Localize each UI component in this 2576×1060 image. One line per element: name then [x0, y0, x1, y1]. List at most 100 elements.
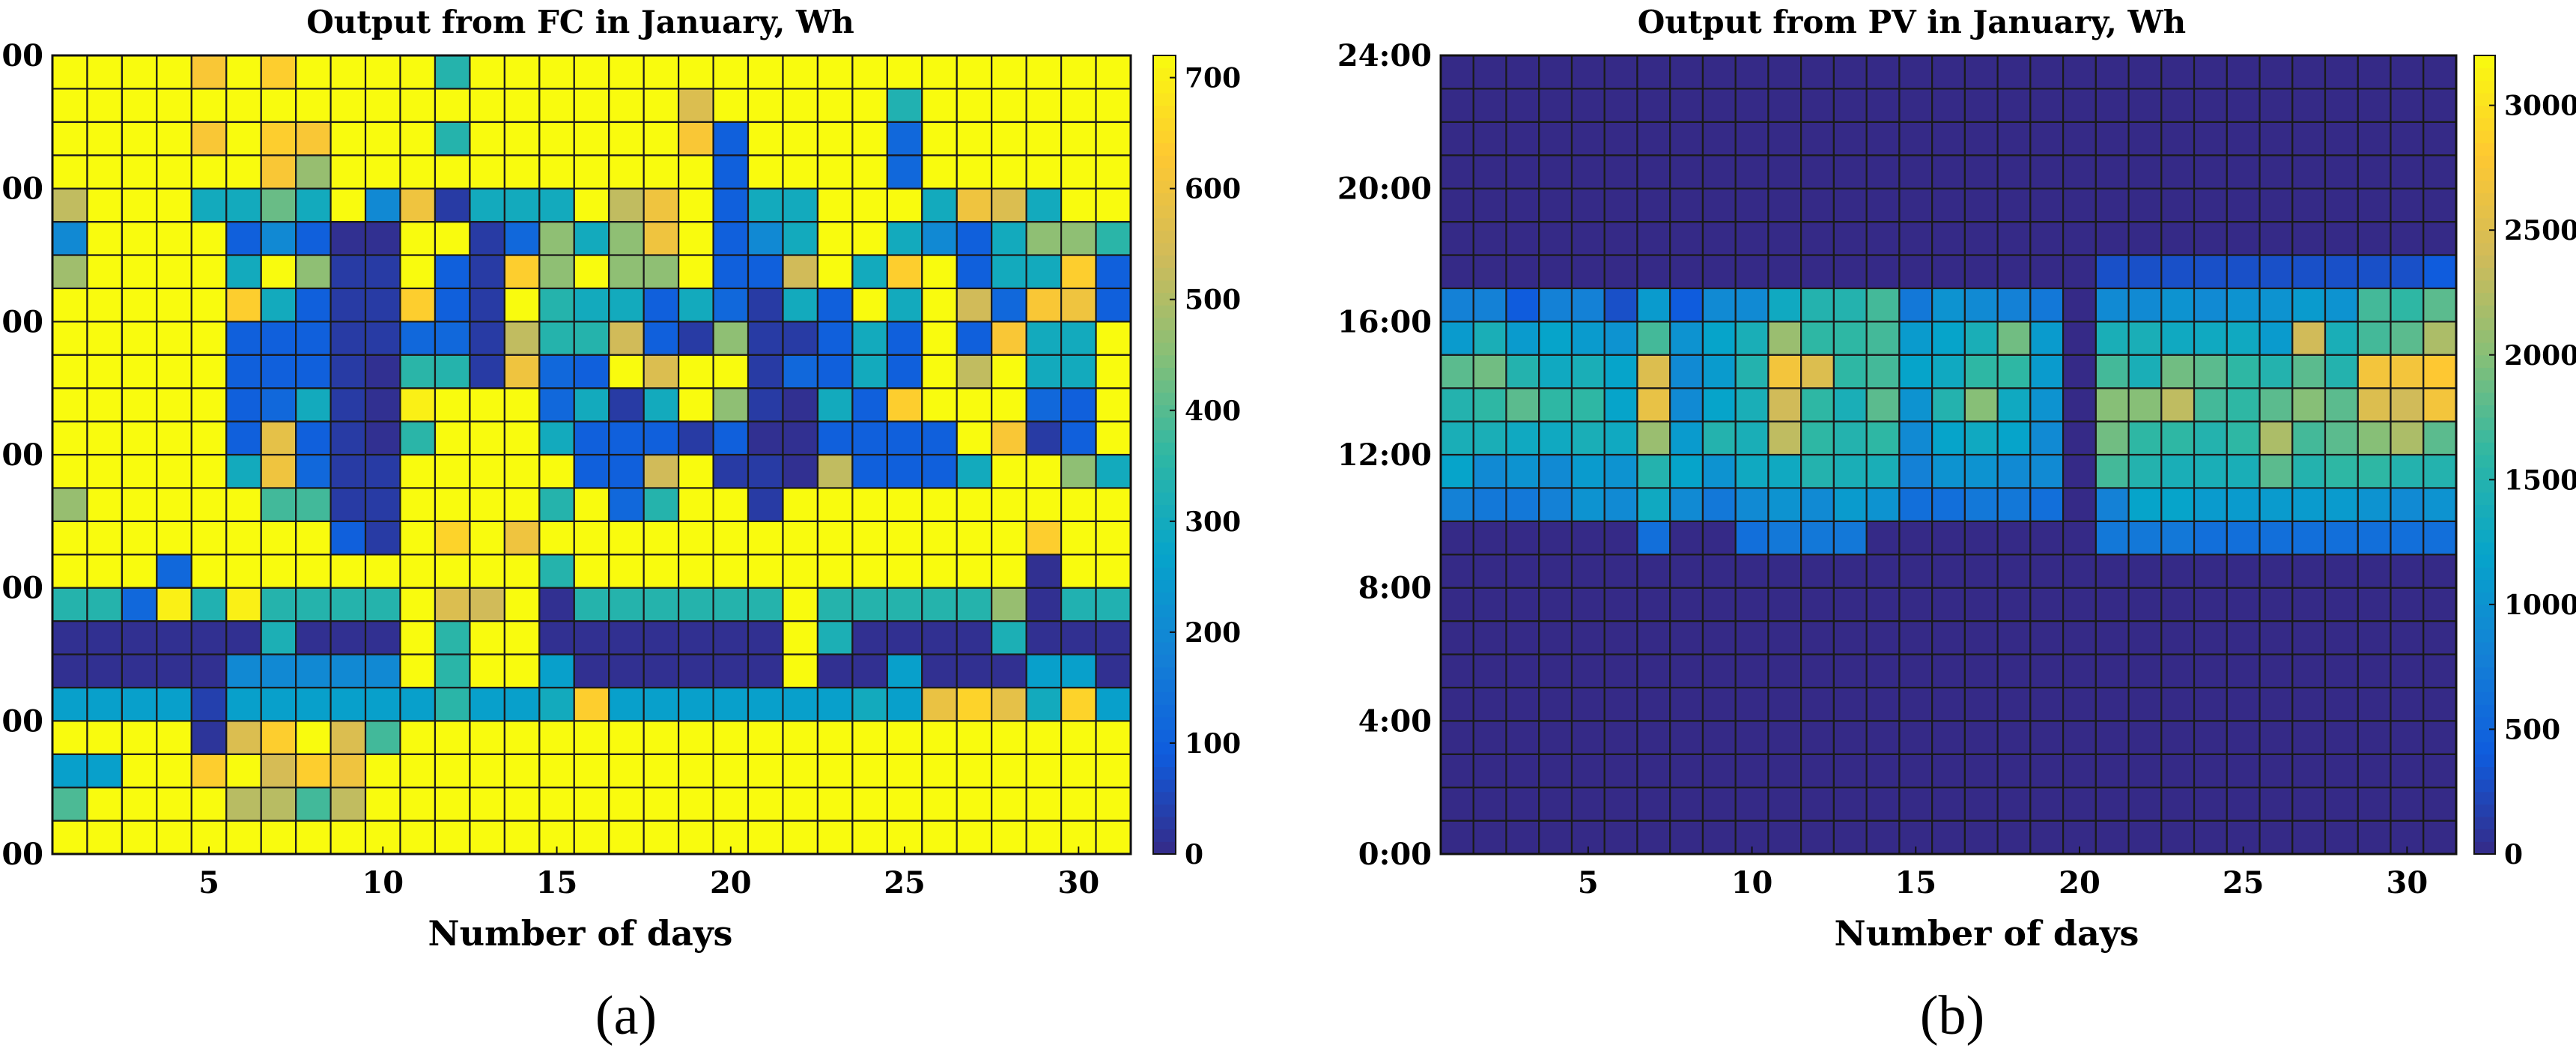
chart-b-cell	[1931, 554, 1966, 589]
chart-a-cell	[121, 487, 158, 522]
chart-b-cell	[2390, 88, 2425, 123]
chart-b-cell	[2357, 620, 2392, 655]
chart-b-colorbar-segment	[2474, 155, 2495, 169]
chart-b-colorbar-segment	[2474, 617, 2495, 630]
chart-b-cell	[1734, 653, 1770, 689]
chart-a-cell	[608, 520, 645, 556]
chart-b-cell	[2029, 88, 2065, 123]
chart-b-cell	[2062, 254, 2097, 290]
chart-a-cell	[643, 321, 680, 356]
chart-a-cell	[86, 387, 123, 423]
chart-b-cell	[1931, 287, 1966, 323]
chart-a-cell	[851, 487, 888, 522]
chart-b-cell	[2094, 54, 2130, 90]
chart-a-cell	[86, 686, 123, 722]
chart-a-cell	[1060, 653, 1097, 689]
chart-b-cell	[2258, 354, 2294, 390]
chart-a-colorbar-segment	[1153, 542, 1176, 555]
chart-b-cell	[2094, 820, 2130, 855]
chart-a-colorbar-segment	[1153, 92, 1176, 106]
chart-b-cell	[2094, 287, 2130, 323]
chart-b-cell	[1734, 387, 1770, 423]
chart-a-colorbar-segment	[1153, 267, 1176, 281]
chart-b-colorbar-segment	[2474, 841, 2495, 855]
chart-a-cell	[573, 620, 610, 655]
chart-b-cell	[1832, 820, 1868, 855]
chart-b-cell	[1865, 354, 1901, 390]
chart-a-cell	[399, 753, 437, 789]
chart-a-colorbar-segment	[1153, 817, 1176, 830]
chart-b-cell	[1505, 254, 1540, 290]
chart-a-cell	[190, 487, 228, 522]
chart-b-cell	[1898, 220, 1933, 256]
chart-b-cell	[1439, 820, 1474, 855]
chart-b-cell	[1570, 420, 1606, 456]
chart-a-cell	[329, 653, 367, 689]
chart-b-cell	[1898, 554, 1933, 589]
chart-a-cell	[1095, 653, 1132, 689]
chart-a-cell	[956, 686, 993, 722]
chart-a-cell	[886, 554, 923, 589]
chart-a-cell	[399, 820, 437, 855]
chart-a-colorbar-segment	[1153, 667, 1176, 680]
chart-a-cell	[329, 554, 367, 589]
chart-b-cell	[2127, 287, 2163, 323]
chart-b-cell	[1570, 520, 1606, 556]
chart-b-cell	[1832, 520, 1868, 556]
chart-a-cell	[851, 587, 888, 623]
chart-b-cell	[2029, 720, 2065, 755]
chart-b-x-tick-label: 10	[1731, 865, 1773, 900]
chart-a-cell	[678, 387, 714, 423]
chart-b-cell	[2357, 321, 2392, 356]
chart-b-cell	[1931, 121, 1966, 157]
chart-a-cell	[121, 387, 158, 423]
chart-a-cell	[573, 686, 610, 722]
chart-a-cell	[503, 587, 541, 623]
chart-a-colorbar-segment	[1153, 729, 1176, 742]
chart-a-cell	[399, 220, 437, 256]
chart-a-cell	[364, 154, 401, 190]
panel-label-a: (a)	[595, 985, 657, 1047]
chart-a-cell	[121, 720, 158, 755]
chart-b-cell	[1603, 487, 1638, 522]
chart-a-colorbar-segment	[1153, 217, 1176, 231]
chart-b-cell	[2127, 787, 2163, 822]
chart-a-cell	[712, 88, 750, 123]
chart-b-cell	[2324, 321, 2359, 356]
chart-b-cell	[1931, 653, 1966, 689]
chart-b-cell	[2324, 387, 2359, 423]
chart-b-cell	[2324, 287, 2359, 323]
chart-b-cell	[1767, 387, 1802, 423]
chart-a-cell	[573, 720, 610, 755]
chart-b-colorbar-segment	[2474, 829, 2495, 842]
chart-a-cell	[51, 620, 88, 655]
chart-a-cell	[816, 554, 854, 589]
chart-b-y-tick-label: 12:00	[1337, 437, 1432, 473]
chart-b-cell	[2291, 520, 2327, 556]
chart-a-cell	[1060, 620, 1097, 655]
chart-a-cell	[469, 387, 505, 423]
chart-b-cell	[2062, 653, 2097, 689]
chart-b-cell	[1734, 487, 1770, 522]
chart-b-colorbar-segment	[2474, 817, 2495, 830]
chart-b-cell	[1505, 387, 1540, 423]
chart-b-cell	[2226, 121, 2261, 157]
chart-b-cell	[1636, 487, 1671, 522]
chart-a-colorbar-label: 600	[1185, 174, 1241, 205]
chart-a-cell	[643, 487, 680, 522]
chart-a-cell	[260, 520, 297, 556]
chart-a-cell	[469, 220, 505, 256]
chart-a-cell	[434, 520, 471, 556]
chart-b-cell	[1931, 420, 1966, 456]
chart-a-cell	[886, 321, 923, 356]
chart-a-cell	[260, 187, 297, 223]
chart-a-colorbar-segment	[1153, 354, 1176, 369]
chart-a-cell	[156, 787, 192, 822]
chart-b-cell	[1865, 121, 1901, 157]
chart-b-cell	[1669, 187, 1704, 223]
chart-b-cell	[1996, 88, 2032, 123]
chart-a-cell	[121, 420, 158, 456]
chart-a-cell	[678, 753, 714, 789]
chart-b-cell	[2193, 554, 2228, 589]
chart-a-cell	[747, 820, 784, 855]
